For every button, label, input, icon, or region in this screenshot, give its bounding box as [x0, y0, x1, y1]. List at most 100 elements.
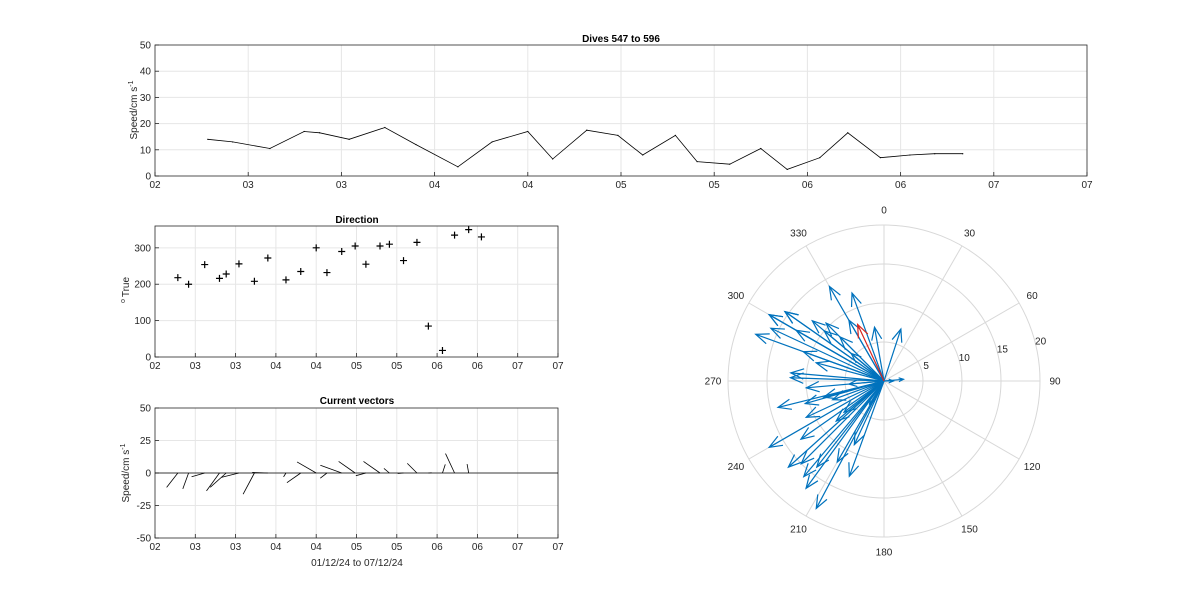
- polar-theta-label: 180: [876, 548, 893, 559]
- polar-r-label: 20: [1035, 337, 1047, 348]
- speed-point: [457, 166, 459, 168]
- compass-arrow: [768, 380, 885, 448]
- direction-point: [174, 274, 182, 282]
- compass-arrow-head: [823, 329, 838, 344]
- vectors-xtick-label: 07: [512, 542, 524, 553]
- vectors-ylabel-text: Speed/cm s: [121, 450, 132, 503]
- speed-point: [491, 141, 493, 143]
- compass-arrow: [832, 380, 885, 401]
- compass-arrow-head: [801, 350, 818, 362]
- speed-point: [696, 160, 698, 163]
- compass-arrow-head: [828, 285, 841, 301]
- polar-theta-label: 270: [705, 377, 722, 388]
- speed-point: [586, 129, 588, 131]
- direction-ylabel-sup: o: [120, 299, 127, 303]
- vector-stick: [166, 472, 179, 488]
- compass-arrow: [800, 380, 885, 465]
- compass-arrow-head: [805, 474, 819, 490]
- direction-point: [376, 242, 384, 250]
- compass-arrow-head: [898, 377, 906, 383]
- direction-point: [413, 238, 421, 246]
- vector-stick: [242, 472, 255, 495]
- vector-stick: [383, 468, 390, 474]
- compass-arrow: [848, 319, 885, 382]
- speed-ylabel: Speed/cm s-1: [128, 80, 140, 139]
- direction-point: [438, 346, 446, 354]
- direction-ytick-label: 0: [145, 353, 151, 364]
- vectors-xtick-label: 07: [552, 542, 564, 553]
- speed-point: [232, 141, 234, 143]
- compass-arrow-head: [783, 310, 799, 324]
- vectors-ytick-label: 0: [145, 469, 151, 480]
- polar-r-label: 15: [997, 345, 1009, 356]
- speed-ytick-label: 40: [140, 67, 152, 78]
- direction-ytick-label: 300: [134, 243, 151, 254]
- compass-arrow: [803, 351, 885, 382]
- svg-text:Speed/cm s-1: Speed/cm s-1: [128, 80, 140, 139]
- compass-arrow-head: [831, 390, 847, 401]
- compass-arrow: [823, 330, 885, 382]
- compass-arrow: [806, 380, 885, 389]
- direction-ytick-label: 100: [134, 316, 151, 327]
- polar-theta-label: 150: [961, 525, 978, 536]
- direction-xtick-label: 05: [351, 361, 363, 372]
- compass-arrow-head: [888, 378, 895, 384]
- direction-xtick-label: 04: [311, 361, 323, 372]
- direction-ylabel: oTrue: [120, 277, 132, 304]
- vector-stick: [466, 463, 470, 474]
- compass-arrow: [851, 292, 885, 382]
- vector-stick: [397, 472, 404, 474]
- speed-point: [552, 158, 554, 160]
- direction-point: [451, 231, 459, 239]
- compass-arrow-head: [767, 435, 784, 449]
- compass-arrow-highlight: [857, 324, 885, 382]
- polar-theta-label: 210: [790, 525, 807, 536]
- speed-series-line: [207, 127, 963, 170]
- compass-arrow-head: [822, 388, 838, 400]
- compass-arrow-head: [842, 400, 857, 414]
- compass-arrow: [836, 380, 885, 463]
- speed-point: [415, 143, 417, 146]
- direction-xtick-label: 02: [149, 361, 161, 372]
- polar-spoke: [883, 380, 963, 517]
- compass-arrow: [883, 328, 902, 382]
- compass-arrow-head: [891, 327, 903, 343]
- compass-arrow: [816, 362, 885, 382]
- compass-arrow: [823, 380, 885, 398]
- vectors-ylabel: Speed/cm s-1: [120, 443, 132, 502]
- compass-arrow-head: [811, 319, 826, 334]
- direction-point: [222, 270, 230, 278]
- compass-arrow-head: [871, 325, 883, 341]
- compass-arrow-head: [838, 335, 853, 350]
- direction-point: [385, 240, 393, 248]
- compass-arrow-head: [815, 494, 828, 510]
- polar-spoke: [883, 302, 1020, 382]
- speed-chart: Dives 547 to 596 Speed/cm s-1 02 03 03 04 04…: [128, 34, 1093, 191]
- direction-point: [215, 274, 223, 282]
- svg-text:oTrue: oTrue: [120, 277, 132, 304]
- compass-arrow: [848, 380, 885, 477]
- direction-xtick-label: 07: [512, 361, 524, 372]
- compass-arrow: [770, 327, 885, 382]
- compass-arrow-head: [848, 462, 860, 478]
- polar-theta-label: 90: [1049, 377, 1061, 388]
- direction-chart-title: Direction: [335, 215, 378, 226]
- direction-point: [338, 247, 346, 255]
- vectors-xtick-label: 02: [149, 542, 161, 553]
- vector-stick: [363, 461, 381, 474]
- direction-point: [312, 244, 320, 252]
- direction-xtick-label: 06: [432, 361, 444, 372]
- direction-point: [351, 242, 359, 250]
- compass-arrow-head: [776, 398, 792, 410]
- vector-stick: [320, 472, 328, 479]
- vector-stick: [206, 472, 220, 492]
- direction-point: [297, 267, 305, 275]
- compass-arrow-head: [794, 329, 811, 342]
- vector-stick: [407, 463, 418, 474]
- vectors-xtick-label: 06: [472, 542, 484, 553]
- speed-chart-title: Dives 547 to 596: [582, 34, 660, 45]
- vectors-xlabel: 01/12/24 to 07/12/24: [311, 558, 403, 569]
- vectors-xtick-label: 03: [230, 542, 242, 553]
- compass-arrow: [784, 311, 885, 382]
- speed-point: [729, 163, 731, 165]
